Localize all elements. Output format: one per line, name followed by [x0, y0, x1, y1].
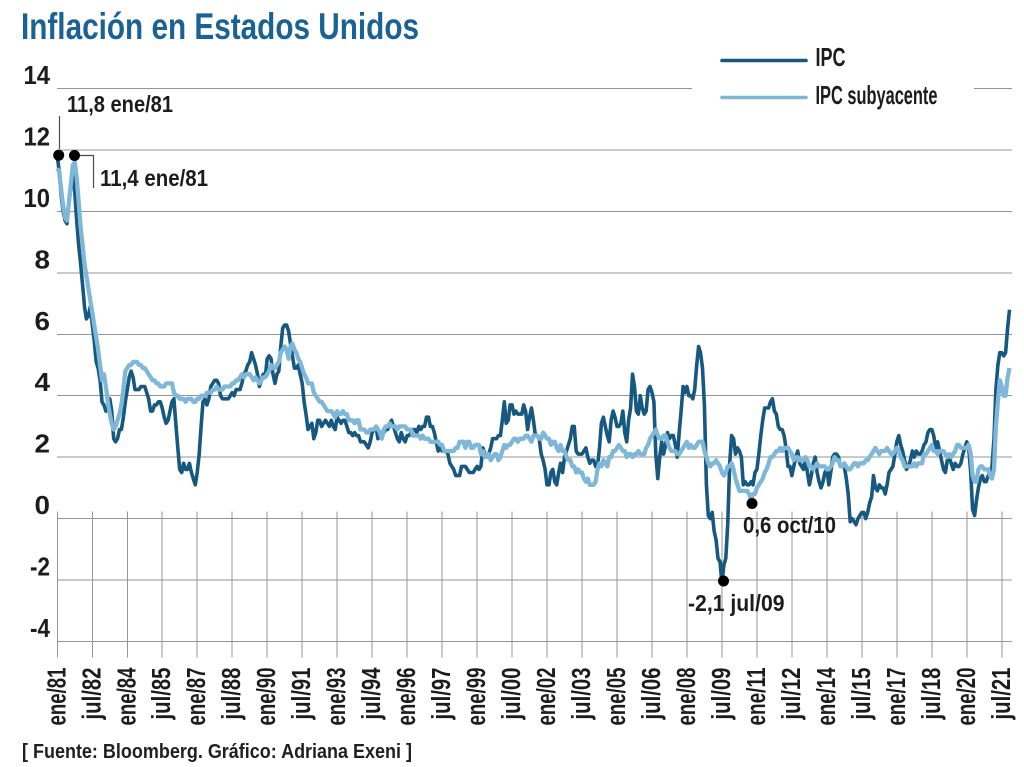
svg-text:ene/90: ene/90 — [253, 668, 281, 726]
svg-text:jul/91: jul/91 — [288, 668, 316, 721]
svg-text:ene/17: ene/17 — [883, 668, 911, 726]
svg-text:jul/15: jul/15 — [848, 668, 876, 721]
svg-text:jul/00: jul/00 — [498, 668, 526, 721]
svg-text:-2: -2 — [30, 554, 50, 582]
svg-text:0: 0 — [35, 492, 51, 520]
svg-text:11,8 ene/81: 11,8 ene/81 — [67, 91, 173, 117]
svg-text:jul/03: jul/03 — [568, 668, 596, 721]
svg-text:jul/85: jul/85 — [148, 668, 176, 721]
svg-text:jul/97: jul/97 — [428, 668, 456, 721]
svg-text:jul/82: jul/82 — [78, 668, 106, 721]
svg-text:Inflación en Estados Unidos: Inflación en Estados Unidos — [21, 6, 419, 47]
svg-text:6: 6 — [35, 308, 51, 336]
svg-text:jul/12: jul/12 — [778, 668, 806, 721]
svg-text:ene/05: ene/05 — [603, 668, 631, 726]
svg-text:ene/14: ene/14 — [813, 667, 841, 726]
svg-text:jul/94: jul/94 — [358, 667, 386, 720]
svg-text:12: 12 — [24, 123, 51, 151]
svg-text:jul/06: jul/06 — [638, 668, 666, 721]
svg-text:jul/09: jul/09 — [708, 668, 736, 721]
svg-text:ene/87: ene/87 — [183, 668, 211, 726]
svg-text:ene/84: ene/84 — [113, 667, 141, 726]
svg-text:-2,1 jul/09: -2,1 jul/09 — [688, 590, 785, 616]
svg-text:10: 10 — [24, 185, 51, 213]
svg-text:4: 4 — [35, 369, 51, 397]
svg-text:jul/18: jul/18 — [918, 668, 946, 721]
svg-text:ene/93: ene/93 — [323, 668, 351, 726]
svg-text:jul/21: jul/21 — [988, 668, 1016, 721]
svg-text:11,4 ene/81: 11,4 ene/81 — [100, 165, 208, 191]
svg-text:IPC: IPC — [816, 42, 846, 72]
svg-text:14: 14 — [24, 62, 51, 90]
svg-text:ene/02: ene/02 — [533, 668, 561, 726]
svg-text:ene/08: ene/08 — [673, 668, 701, 726]
svg-text:ene/96: ene/96 — [393, 668, 421, 726]
svg-text:IPC subyacente: IPC subyacente — [816, 80, 938, 110]
svg-text:ene/99: ene/99 — [463, 668, 491, 726]
svg-text:-4: -4 — [30, 615, 51, 643]
svg-text:ene/11: ene/11 — [743, 668, 771, 726]
svg-text:8: 8 — [35, 246, 51, 274]
svg-text:ene/20: ene/20 — [953, 668, 981, 726]
svg-text:jul/88: jul/88 — [218, 668, 246, 721]
svg-text:0,6 oct/10: 0,6 oct/10 — [743, 512, 836, 538]
svg-text:2: 2 — [35, 431, 51, 459]
svg-text:ene/81: ene/81 — [43, 668, 71, 726]
svg-text:[ Fuente: Bloomberg. Gráfico:: [ Fuente: Bloomberg. Gráfico: Adriana Ex… — [22, 740, 412, 763]
